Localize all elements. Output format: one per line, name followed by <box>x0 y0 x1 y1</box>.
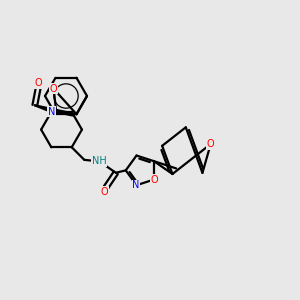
Text: O: O <box>101 187 109 197</box>
Text: N: N <box>48 107 55 117</box>
Text: O: O <box>34 78 42 88</box>
Text: O: O <box>50 84 58 94</box>
Text: O: O <box>207 139 214 149</box>
Text: NH: NH <box>92 156 107 167</box>
Text: N: N <box>132 180 140 190</box>
Text: O: O <box>151 175 158 184</box>
